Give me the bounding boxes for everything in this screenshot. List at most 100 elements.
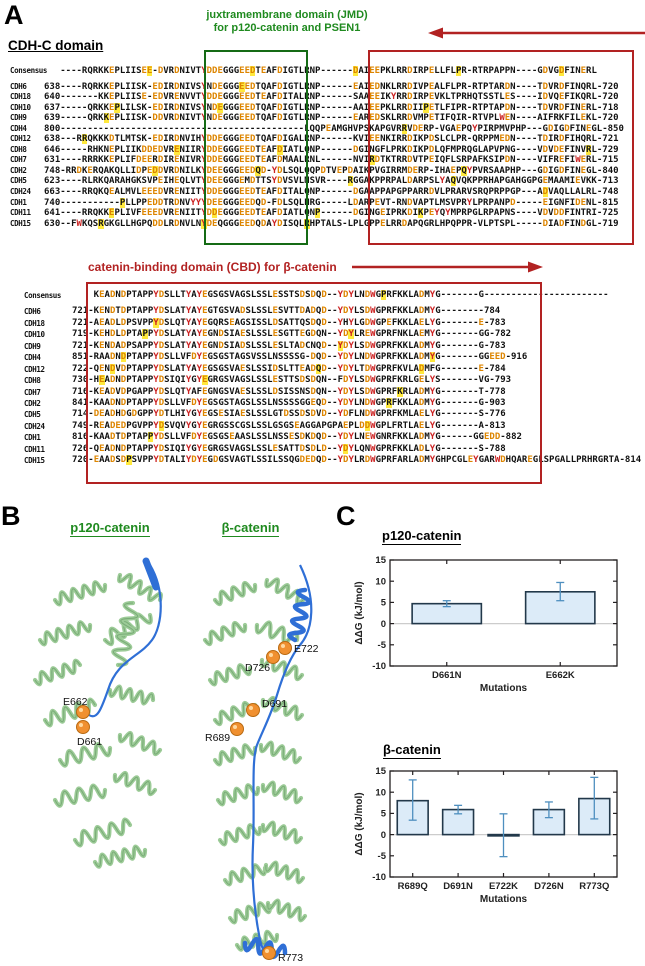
residue-label-R689: R689 bbox=[205, 732, 230, 744]
mutation-sphere-R689 bbox=[230, 722, 244, 736]
sphere-highlight bbox=[233, 725, 237, 729]
alpha-helix-ribbon bbox=[92, 844, 148, 869]
sequence-text: 800-------------------------------------… bbox=[44, 123, 624, 134]
alpha-helix-outline bbox=[267, 900, 306, 921]
sequence-text: 631----RRRKKEPLIFDEERDIRENIVRYDDEGGGEEDT… bbox=[44, 155, 619, 166]
alpha-helix-outline bbox=[260, 742, 301, 763]
sequence-name-label: CDH4 bbox=[10, 123, 27, 133]
alignment-row-cdh6: CDH6 721-KENDTDPTAPPYDSLATYAYEGTGSVADSLSS… bbox=[24, 306, 641, 317]
y-tick-label: 10 bbox=[375, 576, 386, 587]
sequence-name-label: CDH18 bbox=[10, 92, 31, 102]
y-tick-label: -10 bbox=[372, 872, 386, 883]
alignment-row-cdh24: CDH24 663----RRQKQEALMVLEEEDVRENIITYDDEGG… bbox=[10, 187, 624, 198]
alignment-row-cdh2: CDH2 748-RRDKERQAKQLLIDPEDDVRDNILKYDEEGGG… bbox=[10, 165, 624, 177]
residue-label-E662: E662 bbox=[63, 696, 88, 708]
alpha-helix-ribbon bbox=[37, 620, 93, 647]
jmd-red-arrow bbox=[428, 27, 645, 39]
alignment-row-cdh8: CDH8 646-----RHKNEPLIIKDDEDVRENIIRYDDEGGG… bbox=[10, 144, 624, 156]
sequence-name-label: CDH24 bbox=[10, 187, 31, 197]
y-tick-label: -5 bbox=[378, 851, 387, 862]
sequence-name-label: CDH7 bbox=[24, 387, 41, 397]
panel-b-letter: B bbox=[1, 501, 21, 531]
alignment-row-cdh11: CDH11 641----RRQKKEPLIVFEEEDVRENIITYDDEGG… bbox=[10, 208, 624, 219]
sequence-name-label: CDH5 bbox=[24, 410, 41, 420]
sequence-name-label: CDH10 bbox=[10, 102, 31, 112]
y-tick-label: 10 bbox=[375, 787, 386, 798]
sequence-name-label: CDH8 bbox=[24, 376, 41, 386]
y-tick-label: 0 bbox=[381, 619, 386, 630]
sequence-text: 721-KENDTDPTAPPYDSLATYAYEGTGSVADSLSSLESV… bbox=[72, 306, 501, 317]
alignment-row-cdh1: CDH1 740-----------PLLPPEDDTRDNVYYYDEEGGG… bbox=[10, 197, 624, 209]
y-axis-label: ΔΔG (kJ/mol) bbox=[354, 581, 365, 644]
sequence-text: 719-KEHDLDPTAPPYDSLATYAYEGNDSIAESLSSLESG… bbox=[72, 329, 512, 340]
sequence-text: 740-----------PLLPPEDDTRDNVYYYDEEGGGEEDQ… bbox=[44, 197, 619, 208]
x-category-label-R689Q: R689Q bbox=[398, 881, 428, 892]
sequence-text: 726-QEADNDPTAPPYDSIQIYGYEGRGSVAGSLSSLESA… bbox=[72, 443, 506, 454]
alpha-helix-outline bbox=[214, 744, 256, 765]
sequence-text: 716-KEADVDPGAPPYDSLQTYAFEGNGSVAESLSSLDSI… bbox=[72, 386, 506, 397]
alignment-row-cdh6: CDH6 638----RQRKKEPLIISK-EDIRDNIVSYNDEGGG… bbox=[10, 81, 624, 93]
sequence-text: 816-KAADTDPTAPPYDSLLVFDYEGSGSEAASLSSLNSS… bbox=[72, 432, 522, 443]
alpha-helix-outline bbox=[118, 574, 162, 601]
sequence-text: 639-----QRKKEPLIISK-DDVRDNIVTYNDEGGGEEDT… bbox=[44, 113, 619, 124]
sequence-name-label: CDH2 bbox=[24, 398, 41, 408]
x-category-label-R773Q: R773Q bbox=[579, 881, 609, 892]
alpha-helix-outline bbox=[74, 819, 131, 846]
sequence-text: 714-DEADHDGDGPPYDTLHIYGYEGSESIAESLSSLGTD… bbox=[72, 409, 506, 420]
y-tick-label: 0 bbox=[381, 830, 386, 841]
x-category-label-E662K: E662K bbox=[546, 670, 575, 681]
alpha-helix-outline bbox=[39, 621, 91, 645]
sequence-text: 720-EAADSDPSVPPYDTALIYDYEGDGSVAGTLSSILSS… bbox=[72, 455, 642, 466]
sequence-text: 722-QENDVDPTAPPYDSLATYAYEGSGSVAESLSSIDSL… bbox=[72, 363, 506, 374]
sequence-name-label: CDH5 bbox=[10, 176, 27, 186]
y-tick-label: -5 bbox=[378, 640, 387, 651]
alignment-row-cdh9: CDH9 639-----QRKKEPLIISK-DDVRDNIVTYNDEGGG… bbox=[10, 113, 624, 124]
y-tick-label: -10 bbox=[372, 661, 386, 672]
sequence-name-label: CDH24 bbox=[24, 421, 45, 431]
alignment-row-cdh2: CDH2 841-KAADNDPTAPPYDSLLVFDYEGSGSTAGSLSS… bbox=[24, 397, 641, 409]
sphere-highlight bbox=[79, 708, 83, 712]
alpha-helix-outline bbox=[262, 697, 303, 720]
residue-label-D661: D661 bbox=[77, 736, 102, 748]
alignment-row-cdh8: CDH8 730-HEADNDPTAPPYDSIQIYGYEGRGSVAGSLSS… bbox=[24, 375, 641, 386]
sequence-name-label: CDH7 bbox=[10, 155, 27, 165]
alpha-helix-outline bbox=[109, 686, 154, 705]
alignment-row-consensus: Consensus KEADNDPTAPPYDSLLTYAYEGSGSVAGSL… bbox=[24, 290, 641, 301]
cdh-c-domain-heading: CDH-C domain bbox=[8, 38, 104, 53]
sequence-text: 748-RRDKERQAKQLLIDPEDDVRDNILKYDEEGGGEEDQ… bbox=[44, 165, 619, 176]
sequence-name-label: CDH15 bbox=[24, 456, 45, 466]
alpha-helix-outline bbox=[59, 743, 111, 767]
alpha-helix-outline bbox=[217, 784, 259, 805]
sequence-name-label: CDH10 bbox=[24, 330, 45, 340]
sequence-text: 730-HEADNDPTAPPYDSIQIYGYEGRGSVAGSLSSLEST… bbox=[72, 375, 512, 386]
cbd-red-arrow bbox=[352, 261, 543, 273]
alpha-helix-outline bbox=[119, 732, 161, 755]
cadherin-tail-chain-left bbox=[88, 564, 162, 718]
alpha-helix-outline bbox=[229, 902, 271, 923]
sequence-name-label: CDH2 bbox=[10, 165, 27, 175]
sequence-name-label: CDH9 bbox=[24, 341, 41, 351]
alpha-helix-ribbon bbox=[52, 580, 108, 607]
alpha-helix-outline bbox=[209, 664, 251, 685]
sequence-text: 663----RRQKQEALMVLEEEDVRENIITYDDEGGGEEDT… bbox=[44, 187, 619, 198]
x-category-label-D691N: D691N bbox=[443, 881, 473, 892]
alpha-helix-outline bbox=[54, 581, 106, 605]
alignment-row-cdh1: CDH1 816-KAADTDPTAPPYDSLLVFDYEGSGSEAASLSS… bbox=[24, 432, 641, 443]
sequence-name-label: Consensus bbox=[24, 291, 62, 300]
x-category-label-D726N: D726N bbox=[534, 881, 564, 892]
mutation-sphere-R773 bbox=[262, 946, 276, 960]
x-axis-label: Mutations bbox=[480, 683, 528, 694]
alignment-row-cdh9: CDH9 721-KENDADPSAPPYDSLATYAYEGNDSIADSLSS… bbox=[24, 340, 641, 352]
sequence-text: 630--FWKQSRGKGLLHGPQDDLRDNVLNYDEQGGGEEDQ… bbox=[44, 218, 619, 229]
sequence-text: 721-AEADLDPSVPPYDSLQTYAYEGQRSEAGSISSLDSA… bbox=[72, 317, 506, 328]
alpha-helix-outline bbox=[104, 613, 152, 645]
sequence-text: 640-------KKEPLIISE-EDVRENVVTYDDEGGGEEDT… bbox=[44, 92, 619, 103]
y-tick-label: 15 bbox=[375, 555, 386, 566]
alignment-row-cdh15: CDH15 720-EAADSDPSVPPYDTALIYDYEGDGSVAGTLS… bbox=[24, 455, 641, 466]
jmd-title-line2: for p120-catenin and PSEN1 bbox=[213, 22, 361, 34]
sequence-text: 638----RQRKKEPLIISK-EDIRDNIVSYNDEGGGEEDT… bbox=[44, 81, 619, 92]
sequence-name-label: CDH12 bbox=[24, 364, 45, 374]
sequence-name-label: CDH8 bbox=[10, 144, 27, 154]
sequence-name-label: CDH11 bbox=[10, 208, 31, 218]
